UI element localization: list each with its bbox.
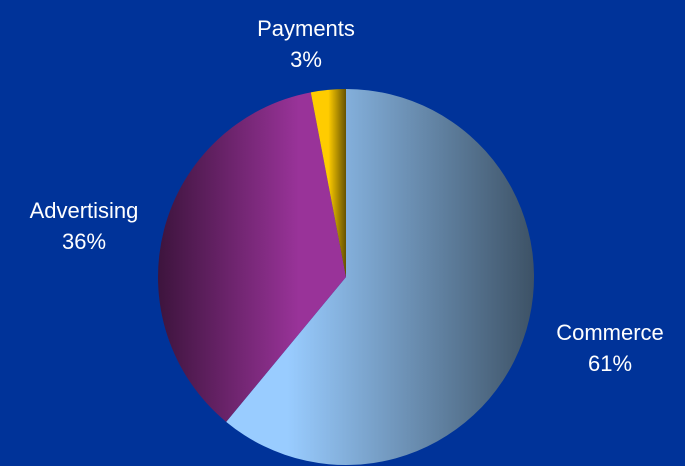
slice-value-label: 36% (62, 229, 106, 254)
slice-value-label: 61% (588, 351, 632, 376)
pie-slice (226, 89, 534, 465)
slice-label: Payments (257, 16, 355, 41)
slice-label: Commerce (556, 320, 664, 345)
pie-slice (157, 92, 346, 422)
pie-slice (310, 89, 346, 277)
slice-label: Advertising (30, 198, 139, 223)
slice-value-label: 3% (290, 47, 322, 72)
